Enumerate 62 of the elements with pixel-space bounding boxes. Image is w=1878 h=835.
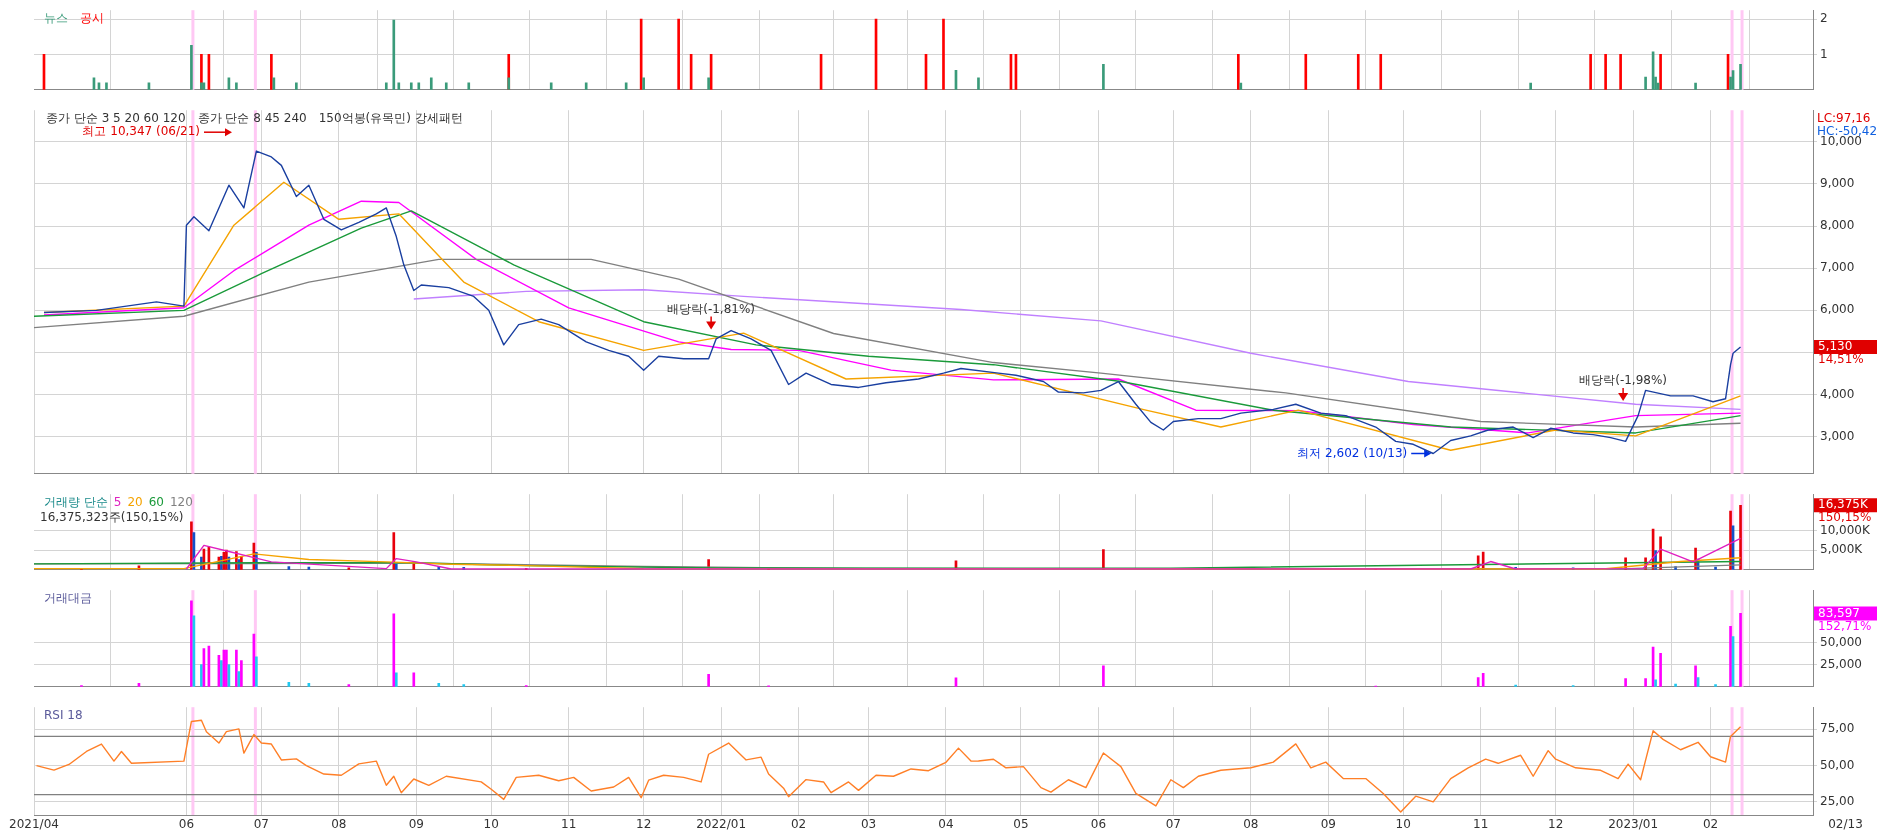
- x-tick-label: 08: [1243, 817, 1259, 832]
- x-tick-label: 08: [331, 817, 347, 832]
- text: LC:97,16: [1817, 111, 1871, 126]
- y-tick-label: 5,000K: [1820, 542, 1864, 557]
- annotation: 최고 10,347 (06/21): [82, 124, 200, 139]
- annotation: 16,375,323주(150,15%): [40, 510, 184, 525]
- text: 16,375K: [1818, 497, 1869, 512]
- x-tick-label: 05: [1013, 817, 1029, 832]
- x-tick-label: 04: [938, 817, 954, 832]
- text: 뉴스: [44, 11, 68, 26]
- annotation: 150억봉(유목민) 강세패턴: [318, 111, 463, 126]
- y-tick-label: 50,000: [1820, 635, 1862, 650]
- y-tick-label: 2: [1820, 11, 1828, 26]
- chart-title: RSI 18: [44, 708, 83, 723]
- x-tick-label: 12: [636, 817, 652, 832]
- legend-title: 거래량 단순: [44, 495, 108, 510]
- x-tick-label: 03: [860, 817, 877, 832]
- text: 공시: [80, 11, 104, 26]
- annotation: 종가 단순 8 45 240: [197, 111, 307, 126]
- annotation: 배당락(-1,81%): [667, 301, 756, 316]
- text: 152,71%: [1818, 618, 1872, 633]
- annotation: 최저 2,602 (10/13): [1297, 445, 1408, 460]
- x-tick-label: 10: [483, 817, 499, 832]
- x-tick-label: 07: [253, 817, 270, 832]
- y-tick-label: 3,000: [1820, 428, 1855, 443]
- y-tick-label: 9,000: [1820, 176, 1855, 191]
- x-tick-label: 09: [408, 817, 424, 832]
- text: 5,130: [1818, 339, 1853, 354]
- text: 02/13: [1828, 817, 1863, 832]
- x-tick-label: 2023/01: [1608, 817, 1659, 832]
- text: 83,597: [1818, 605, 1860, 620]
- text: 14,51%: [1818, 352, 1864, 367]
- chart-title: 거래대금: [44, 591, 92, 606]
- x-tick-label: 2021/04: [9, 817, 59, 832]
- x-tick-label: 12: [1548, 817, 1564, 832]
- x-tick-label: 10: [1395, 817, 1411, 832]
- y-tick-label: 8,000: [1820, 218, 1855, 233]
- x-tick-label: 06: [1090, 817, 1107, 832]
- y-tick-label: 6,000: [1820, 302, 1855, 317]
- text: 20: [127, 495, 143, 510]
- text: 5: [113, 495, 122, 510]
- x-tick-label: 07: [1165, 817, 1181, 832]
- y-tick-label: 7,000: [1820, 260, 1855, 275]
- x-tick-label: 02: [790, 817, 807, 832]
- y-tick-label: 75,00: [1820, 721, 1855, 736]
- x-tick-label: 06: [178, 817, 195, 832]
- x-tick-label: 11: [1473, 817, 1489, 832]
- x-tick-label: 11: [561, 817, 577, 832]
- text: 120: [169, 495, 193, 510]
- x-tick-label: 2022/01: [696, 817, 747, 832]
- y-tick-label: 25,000: [1820, 656, 1862, 671]
- x-tick-label: 02: [1702, 817, 1719, 832]
- annotation: 종가 단순 3 5 20 60 120: [46, 111, 186, 126]
- y-tick-label: 10,000K: [1820, 522, 1871, 537]
- y-tick-label: 25,00: [1820, 794, 1855, 809]
- y-tick-label: 50,00: [1820, 757, 1855, 772]
- text: 150,15%: [1818, 510, 1872, 525]
- text: 60: [148, 495, 164, 510]
- y-tick-label: 1: [1820, 46, 1828, 61]
- y-tick-label: 4,000: [1820, 386, 1855, 401]
- x-tick-label: 09: [1320, 817, 1336, 832]
- annotation: 배당락(-1,98%): [1579, 373, 1668, 388]
